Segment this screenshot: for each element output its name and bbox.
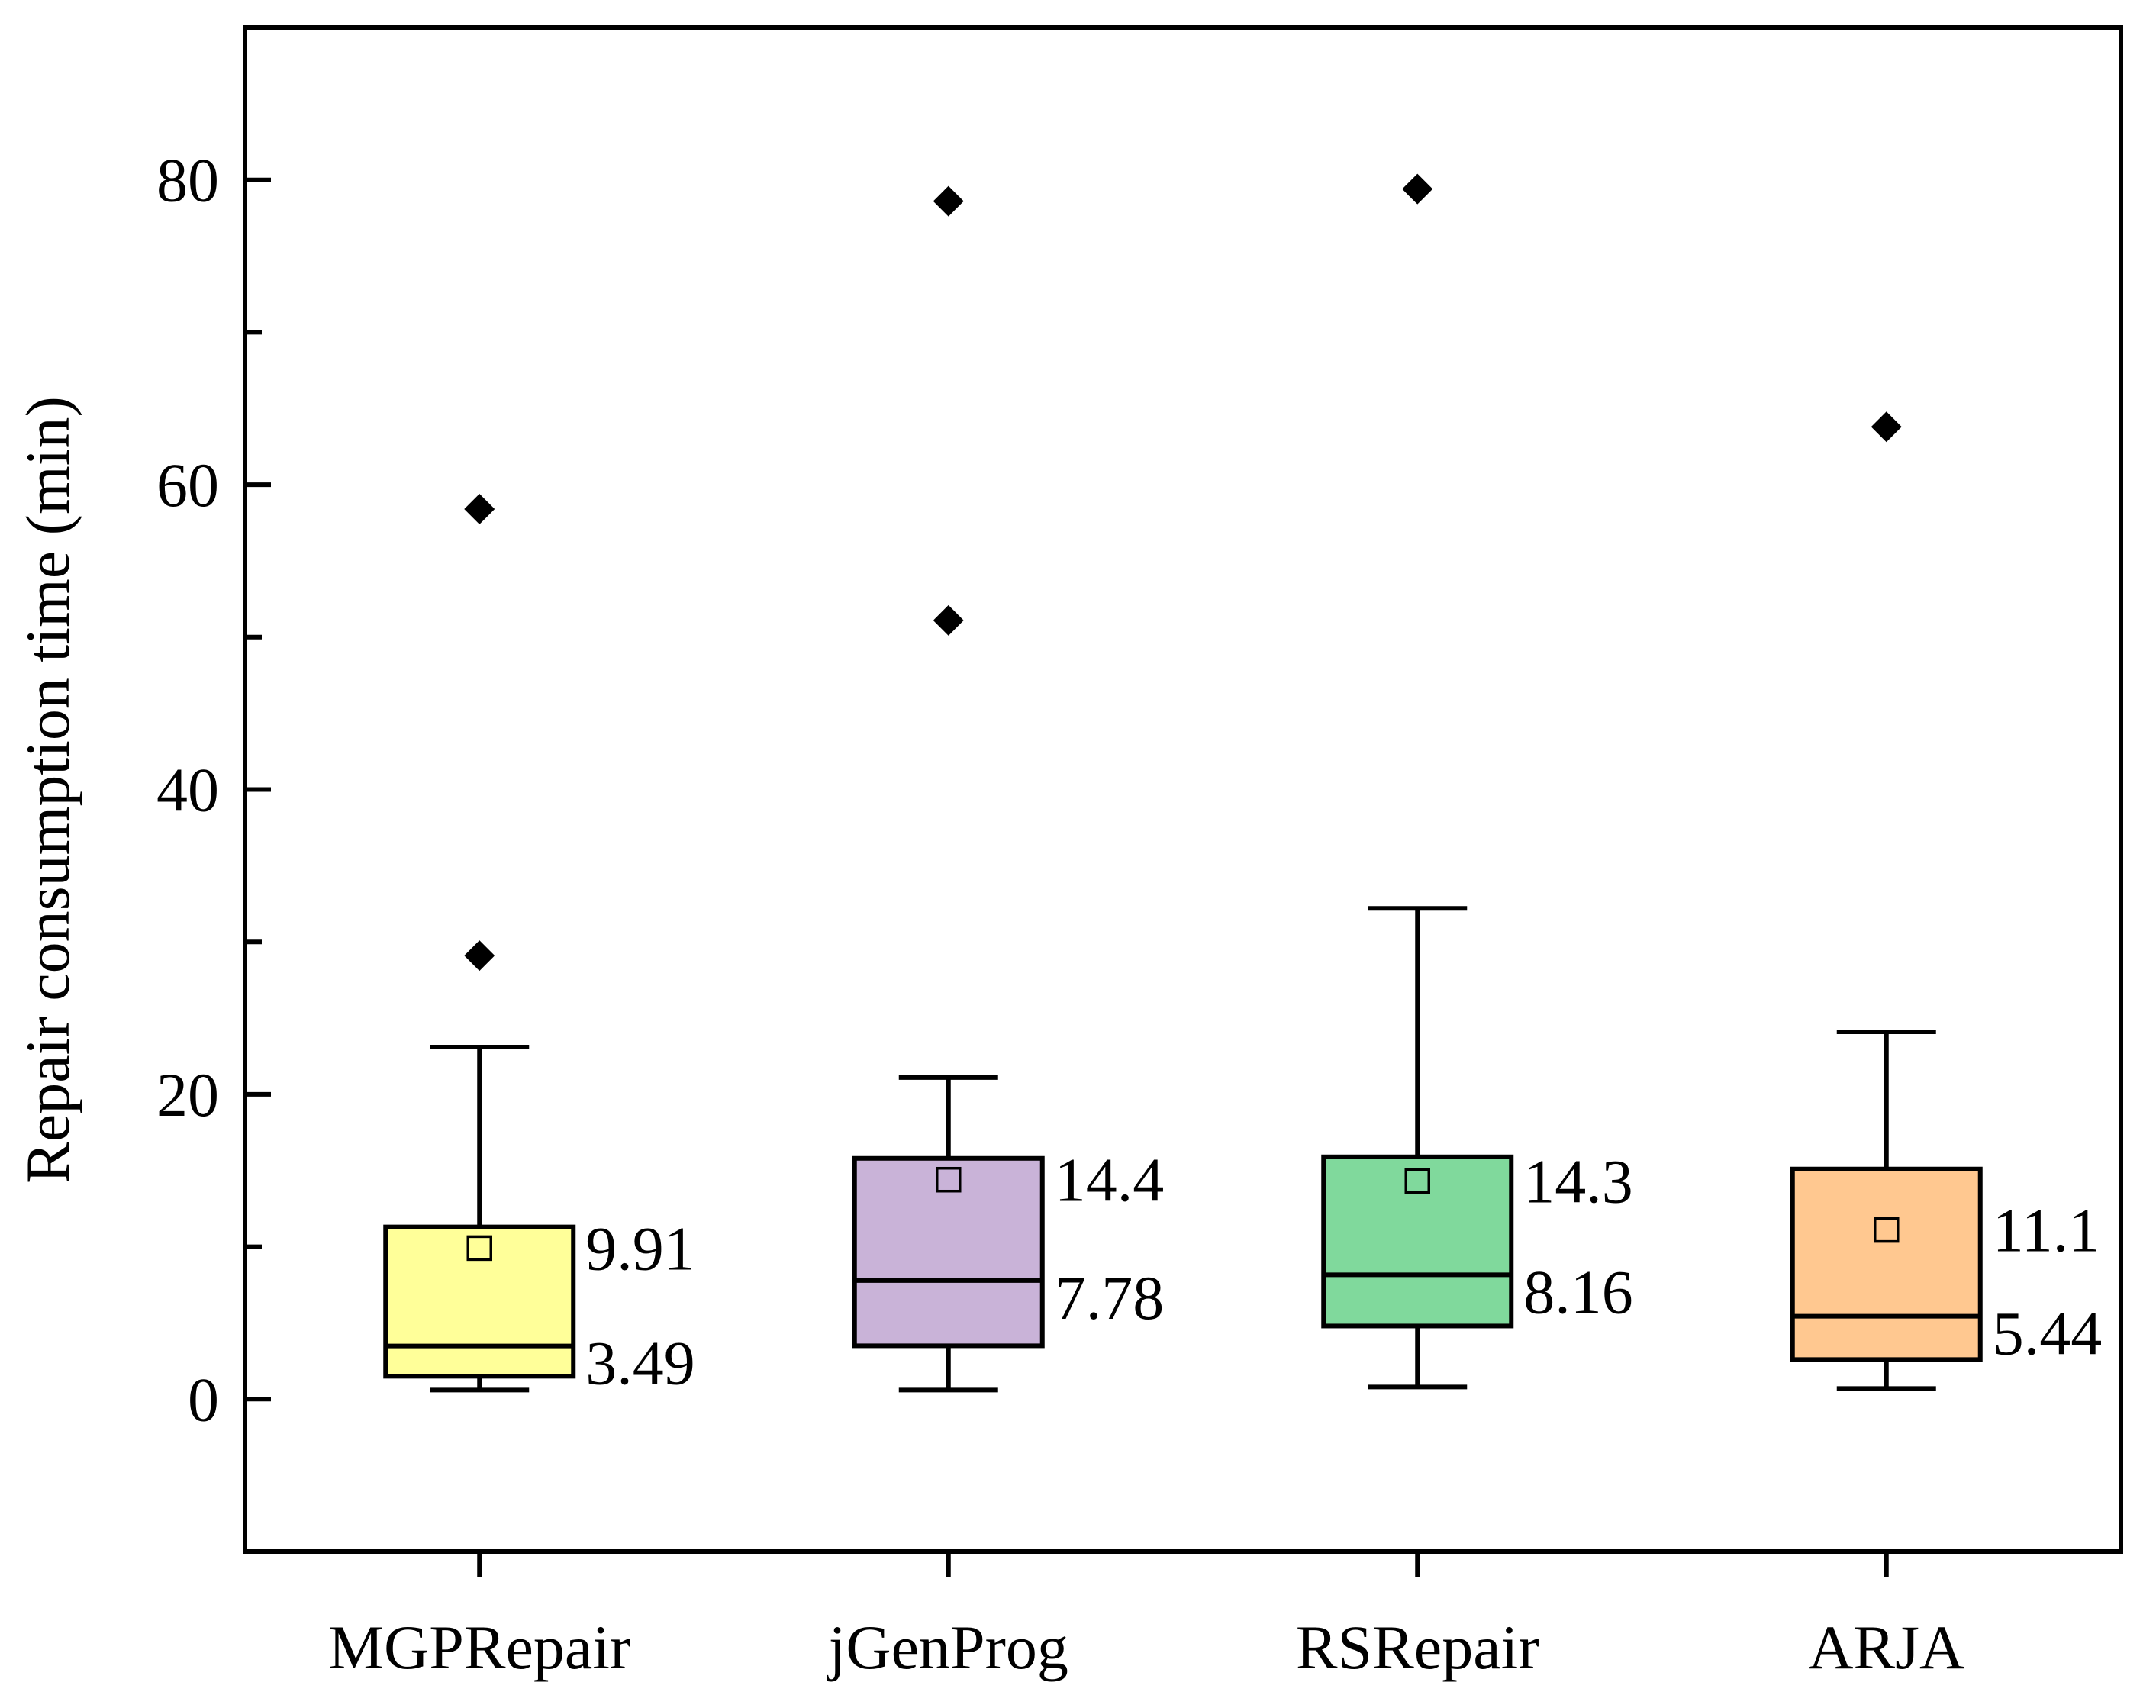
x-tick-label: MGPRepair <box>328 1613 630 1682</box>
y-tick-label: 60 <box>156 450 219 520</box>
box-iqr <box>1790 1166 1983 1362</box>
mean-value-label: 14.4 <box>1055 1146 1165 1215</box>
y-tick-label: 80 <box>156 146 219 215</box>
mean-marker <box>1404 1168 1430 1194</box>
y-tick-label: 20 <box>156 1060 219 1130</box>
outlier-point <box>464 494 495 525</box>
mean-marker <box>1874 1217 1900 1243</box>
x-axis: MGPRepair jGenProg RSRepair ARJA <box>328 1552 1964 1682</box>
mean-marker <box>936 1166 962 1193</box>
mean-value-label: 9.91 <box>585 1213 695 1283</box>
mean-value-label: 11.1 <box>1993 1196 2100 1265</box>
box-group-rsrepair: 14.3 8.16 <box>1321 173 1633 1390</box>
x-tick-label: jGenProg <box>827 1613 1068 1682</box>
median-value-label: 8.16 <box>1523 1257 1633 1326</box>
box-group-jgenprog: 14.4 7.78 <box>852 185 1165 1393</box>
box-series: 9.91 3.49 14.4 7.78 14.3 8.16 11.1 5.44 <box>383 173 2103 1398</box>
y-axis: 0 20 40 60 80 <box>156 25 271 1434</box>
outlier-point <box>1402 173 1433 205</box>
box-iqr <box>1321 1154 1514 1329</box>
box-iqr <box>852 1155 1045 1349</box>
outlier-point <box>933 185 964 217</box>
box-group-mgprepair: 9.91 3.49 <box>383 494 695 1398</box>
box-group-arja: 11.1 5.44 <box>1790 411 2103 1391</box>
mean-value-label: 14.3 <box>1523 1147 1633 1217</box>
mean-marker <box>466 1235 492 1262</box>
outlier-point <box>464 940 495 972</box>
y-tick-label: 40 <box>156 756 219 825</box>
median-value-label: 7.78 <box>1055 1263 1165 1333</box>
median-value-label: 3.49 <box>585 1329 695 1398</box>
x-tick-label: RSRepair <box>1296 1613 1539 1682</box>
y-axis-title: Repair consumption time (min) <box>13 396 82 1184</box>
outlier-point <box>933 604 964 636</box>
x-tick-label: ARJA <box>1808 1613 1964 1682</box>
box-iqr <box>383 1224 576 1379</box>
median-value-label: 5.44 <box>1993 1299 2103 1368</box>
outlier-point <box>1871 411 1902 443</box>
y-tick-label: 0 <box>188 1365 219 1434</box>
